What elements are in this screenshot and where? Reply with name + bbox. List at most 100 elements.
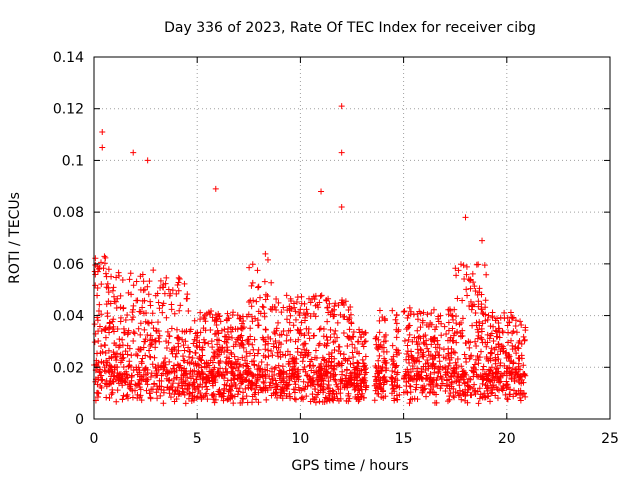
- data-point: [235, 356, 242, 363]
- data-point: [188, 397, 195, 404]
- data-point: [419, 351, 426, 358]
- data-point: [214, 315, 221, 322]
- data-point: [189, 355, 196, 362]
- data-point: [301, 363, 308, 370]
- data-point: [140, 287, 147, 294]
- data-point: [190, 379, 197, 386]
- data-point: [487, 355, 494, 362]
- data-point: [265, 347, 272, 354]
- data-point: [287, 395, 294, 402]
- data-point: [151, 354, 158, 361]
- data-point: [250, 346, 257, 353]
- data-point: [205, 309, 212, 316]
- data-point: [202, 380, 209, 387]
- data-point: [451, 330, 458, 337]
- data-point: [518, 380, 525, 387]
- data-point: [452, 389, 459, 396]
- data-point: [494, 395, 501, 402]
- data-point: [152, 338, 159, 345]
- data-point: [375, 357, 382, 364]
- data-point: [141, 297, 148, 304]
- data-point: [261, 278, 268, 285]
- data-point: [344, 366, 351, 373]
- data-point: [311, 381, 318, 388]
- data-point: [389, 307, 396, 314]
- data-point: [429, 362, 436, 369]
- data-point: [174, 361, 181, 368]
- data-point: [449, 325, 456, 332]
- data-point: [409, 354, 416, 361]
- data-point: [403, 326, 410, 333]
- data-point: [462, 214, 469, 221]
- data-point: [227, 392, 234, 399]
- data-point: [262, 296, 269, 303]
- data-point: [452, 378, 459, 385]
- data-point: [503, 368, 510, 375]
- data-point: [271, 304, 278, 311]
- data-point: [106, 395, 113, 402]
- data-point: [160, 360, 167, 367]
- data-point: [346, 326, 353, 333]
- data-point: [362, 353, 369, 360]
- data-point: [327, 370, 334, 377]
- data-point: [388, 374, 395, 381]
- data-point: [117, 376, 124, 383]
- data-point: [323, 363, 330, 370]
- data-point: [283, 392, 290, 399]
- data-point: [312, 386, 319, 393]
- data-point: [139, 271, 146, 278]
- data-point: [497, 360, 504, 367]
- data-point: [479, 309, 486, 316]
- data-point: [235, 388, 242, 395]
- data-point: [152, 372, 159, 379]
- data-point: [294, 370, 301, 377]
- data-point: [360, 343, 367, 350]
- data-point: [487, 398, 494, 405]
- data-point: [378, 367, 385, 374]
- data-point: [152, 344, 159, 351]
- data-point: [141, 326, 148, 333]
- data-point: [203, 374, 210, 381]
- data-point: [468, 367, 475, 374]
- data-point: [102, 254, 109, 261]
- data-point: [359, 341, 366, 348]
- data-point: [180, 357, 187, 364]
- data-point: [445, 311, 452, 318]
- data-point: [130, 367, 137, 374]
- data-point: [199, 376, 206, 383]
- data-point: [113, 274, 120, 281]
- data-point: [407, 383, 414, 390]
- data-point: [247, 350, 254, 357]
- data-point: [184, 359, 191, 366]
- data-point: [197, 309, 204, 316]
- data-point: [411, 372, 418, 379]
- data-point: [101, 260, 108, 267]
- data-point: [495, 341, 502, 348]
- data-point: [275, 299, 282, 306]
- chart-title: Day 336 of 2023, Rate Of TEC Index for r…: [164, 20, 536, 36]
- data-point: [449, 313, 456, 320]
- data-point: [277, 348, 284, 355]
- data-point: [482, 394, 489, 401]
- data-point: [94, 268, 101, 275]
- data-point: [99, 144, 106, 151]
- data-point: [231, 380, 238, 387]
- data-point: [100, 265, 107, 272]
- data-point: [291, 365, 298, 372]
- data-point: [230, 400, 237, 407]
- data-point: [92, 255, 99, 262]
- data-point: [338, 362, 345, 369]
- data-point: [186, 348, 193, 355]
- data-point: [174, 335, 181, 342]
- data-point: [488, 377, 495, 384]
- data-point: [224, 328, 231, 335]
- data-point: [192, 360, 199, 367]
- data-point: [302, 368, 309, 375]
- data-point: [230, 309, 237, 316]
- data-point: [389, 374, 396, 381]
- data-point: [414, 365, 421, 372]
- data-point: [389, 368, 396, 375]
- data-point: [472, 356, 479, 363]
- data-point: [372, 335, 379, 342]
